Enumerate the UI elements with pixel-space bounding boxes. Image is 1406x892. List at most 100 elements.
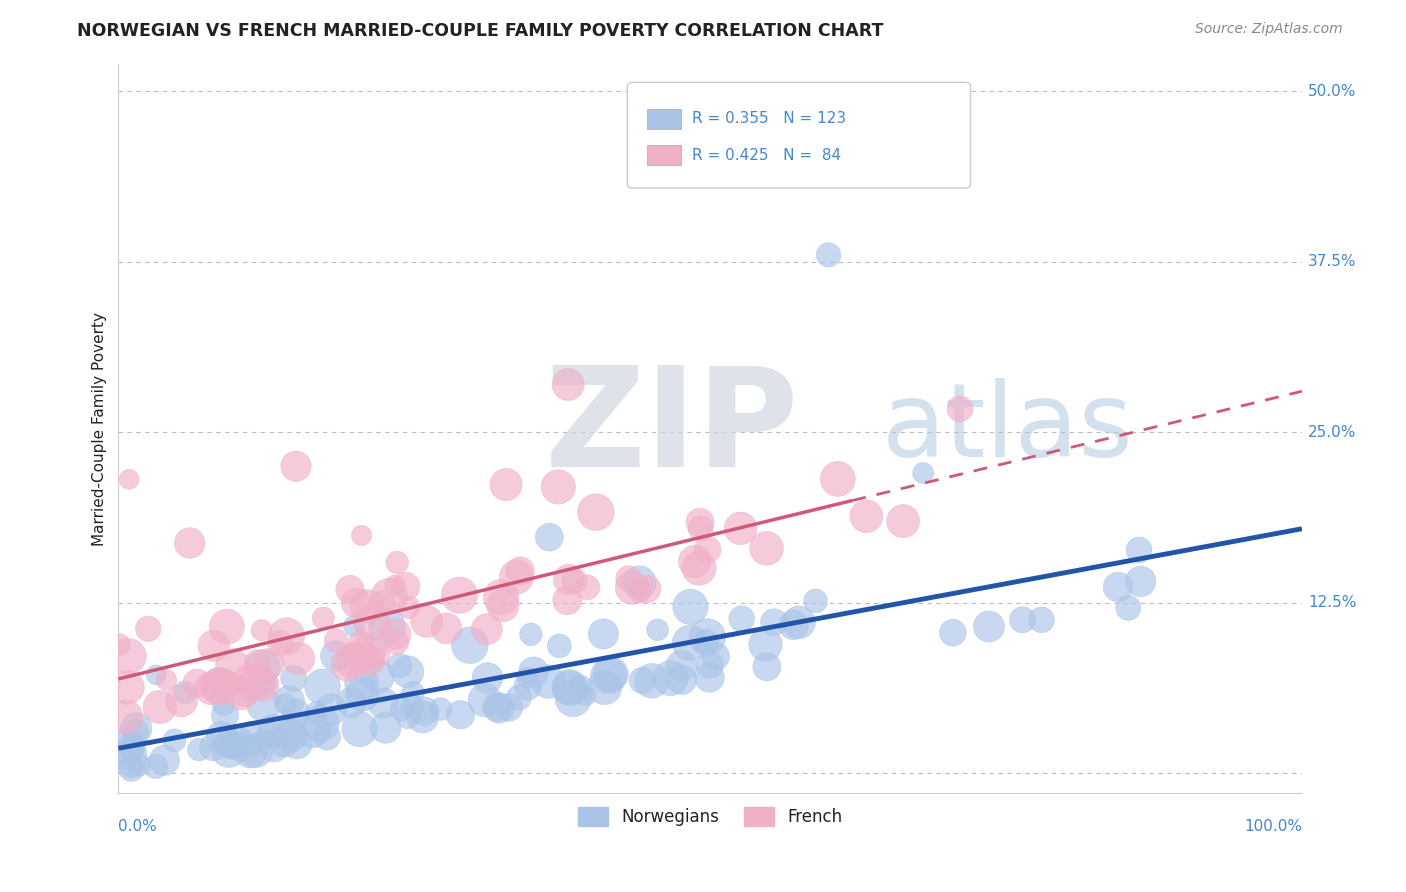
Point	[395, 579, 418, 593]
Point	[683, 555, 706, 569]
Point	[252, 660, 274, 674]
Point	[593, 681, 616, 695]
Point	[689, 516, 711, 530]
Point	[287, 651, 309, 665]
Point	[208, 671, 231, 685]
Point	[688, 561, 710, 575]
Point	[257, 657, 280, 671]
Point	[233, 685, 256, 699]
Point	[389, 702, 412, 716]
Point	[489, 591, 512, 605]
Point	[343, 649, 366, 664]
Point	[276, 629, 298, 643]
Point	[212, 682, 235, 697]
Point	[505, 570, 527, 584]
Point	[449, 707, 471, 722]
Point	[1107, 580, 1129, 594]
Point	[631, 673, 654, 688]
Point	[221, 658, 243, 673]
Point	[212, 697, 235, 711]
Point	[621, 581, 644, 595]
Point	[787, 615, 810, 630]
Point	[350, 637, 373, 651]
Point	[755, 541, 778, 556]
Point	[679, 599, 702, 614]
Point	[339, 582, 361, 597]
Point	[754, 638, 776, 652]
Point	[516, 679, 538, 693]
Point	[136, 622, 159, 636]
Point	[436, 621, 458, 635]
Point	[202, 639, 225, 653]
Point	[396, 709, 419, 723]
Point	[891, 514, 914, 528]
Point	[149, 700, 172, 714]
Point	[201, 740, 224, 755]
Point	[120, 747, 142, 761]
Point	[689, 521, 711, 535]
Point	[209, 729, 232, 743]
Point	[762, 615, 785, 629]
Text: 25.0%: 25.0%	[1308, 425, 1357, 440]
Point	[569, 680, 592, 694]
Text: 50.0%: 50.0%	[1308, 84, 1357, 99]
Point	[782, 618, 804, 632]
Point	[385, 556, 408, 570]
Point	[401, 699, 423, 714]
Point	[647, 623, 669, 637]
Point	[562, 691, 585, 706]
Point	[350, 528, 373, 542]
Point	[1129, 574, 1152, 589]
Point	[509, 564, 531, 578]
Point	[229, 738, 252, 752]
Point	[396, 665, 419, 679]
Point	[520, 627, 543, 641]
Point	[373, 696, 395, 710]
Point	[325, 648, 347, 663]
Point	[475, 622, 498, 636]
Point	[628, 584, 651, 599]
Point	[214, 677, 236, 691]
Point	[557, 573, 579, 587]
Point	[280, 723, 302, 738]
Point	[564, 574, 586, 588]
Point	[218, 730, 240, 744]
Point	[367, 669, 389, 683]
Point	[641, 673, 664, 688]
Point	[402, 685, 425, 699]
Point	[260, 726, 283, 740]
Point	[516, 671, 538, 685]
Point	[827, 472, 849, 486]
Point	[187, 742, 209, 756]
Point	[356, 646, 378, 660]
Point	[1011, 613, 1033, 627]
Point	[239, 745, 262, 759]
Point	[208, 677, 231, 691]
Point	[273, 735, 295, 749]
Point	[214, 708, 236, 723]
Point	[415, 615, 437, 629]
Point	[208, 681, 231, 695]
Point	[269, 636, 291, 650]
Point	[429, 702, 451, 716]
Point	[305, 706, 328, 720]
Point	[359, 654, 381, 668]
Point	[385, 635, 408, 649]
Point	[120, 761, 142, 775]
Legend: Norwegians, French: Norwegians, French	[571, 800, 849, 832]
Point	[240, 725, 263, 739]
Point	[346, 596, 368, 610]
Point	[371, 596, 394, 610]
Point	[704, 649, 727, 664]
Point	[118, 472, 141, 486]
Point	[125, 722, 148, 736]
Point	[696, 542, 718, 557]
Point	[949, 401, 972, 416]
Point	[558, 680, 581, 694]
Point	[804, 594, 827, 608]
Point	[284, 706, 307, 721]
Point	[477, 671, 499, 685]
Point	[557, 377, 579, 392]
Point	[537, 674, 560, 689]
Point	[413, 704, 436, 718]
